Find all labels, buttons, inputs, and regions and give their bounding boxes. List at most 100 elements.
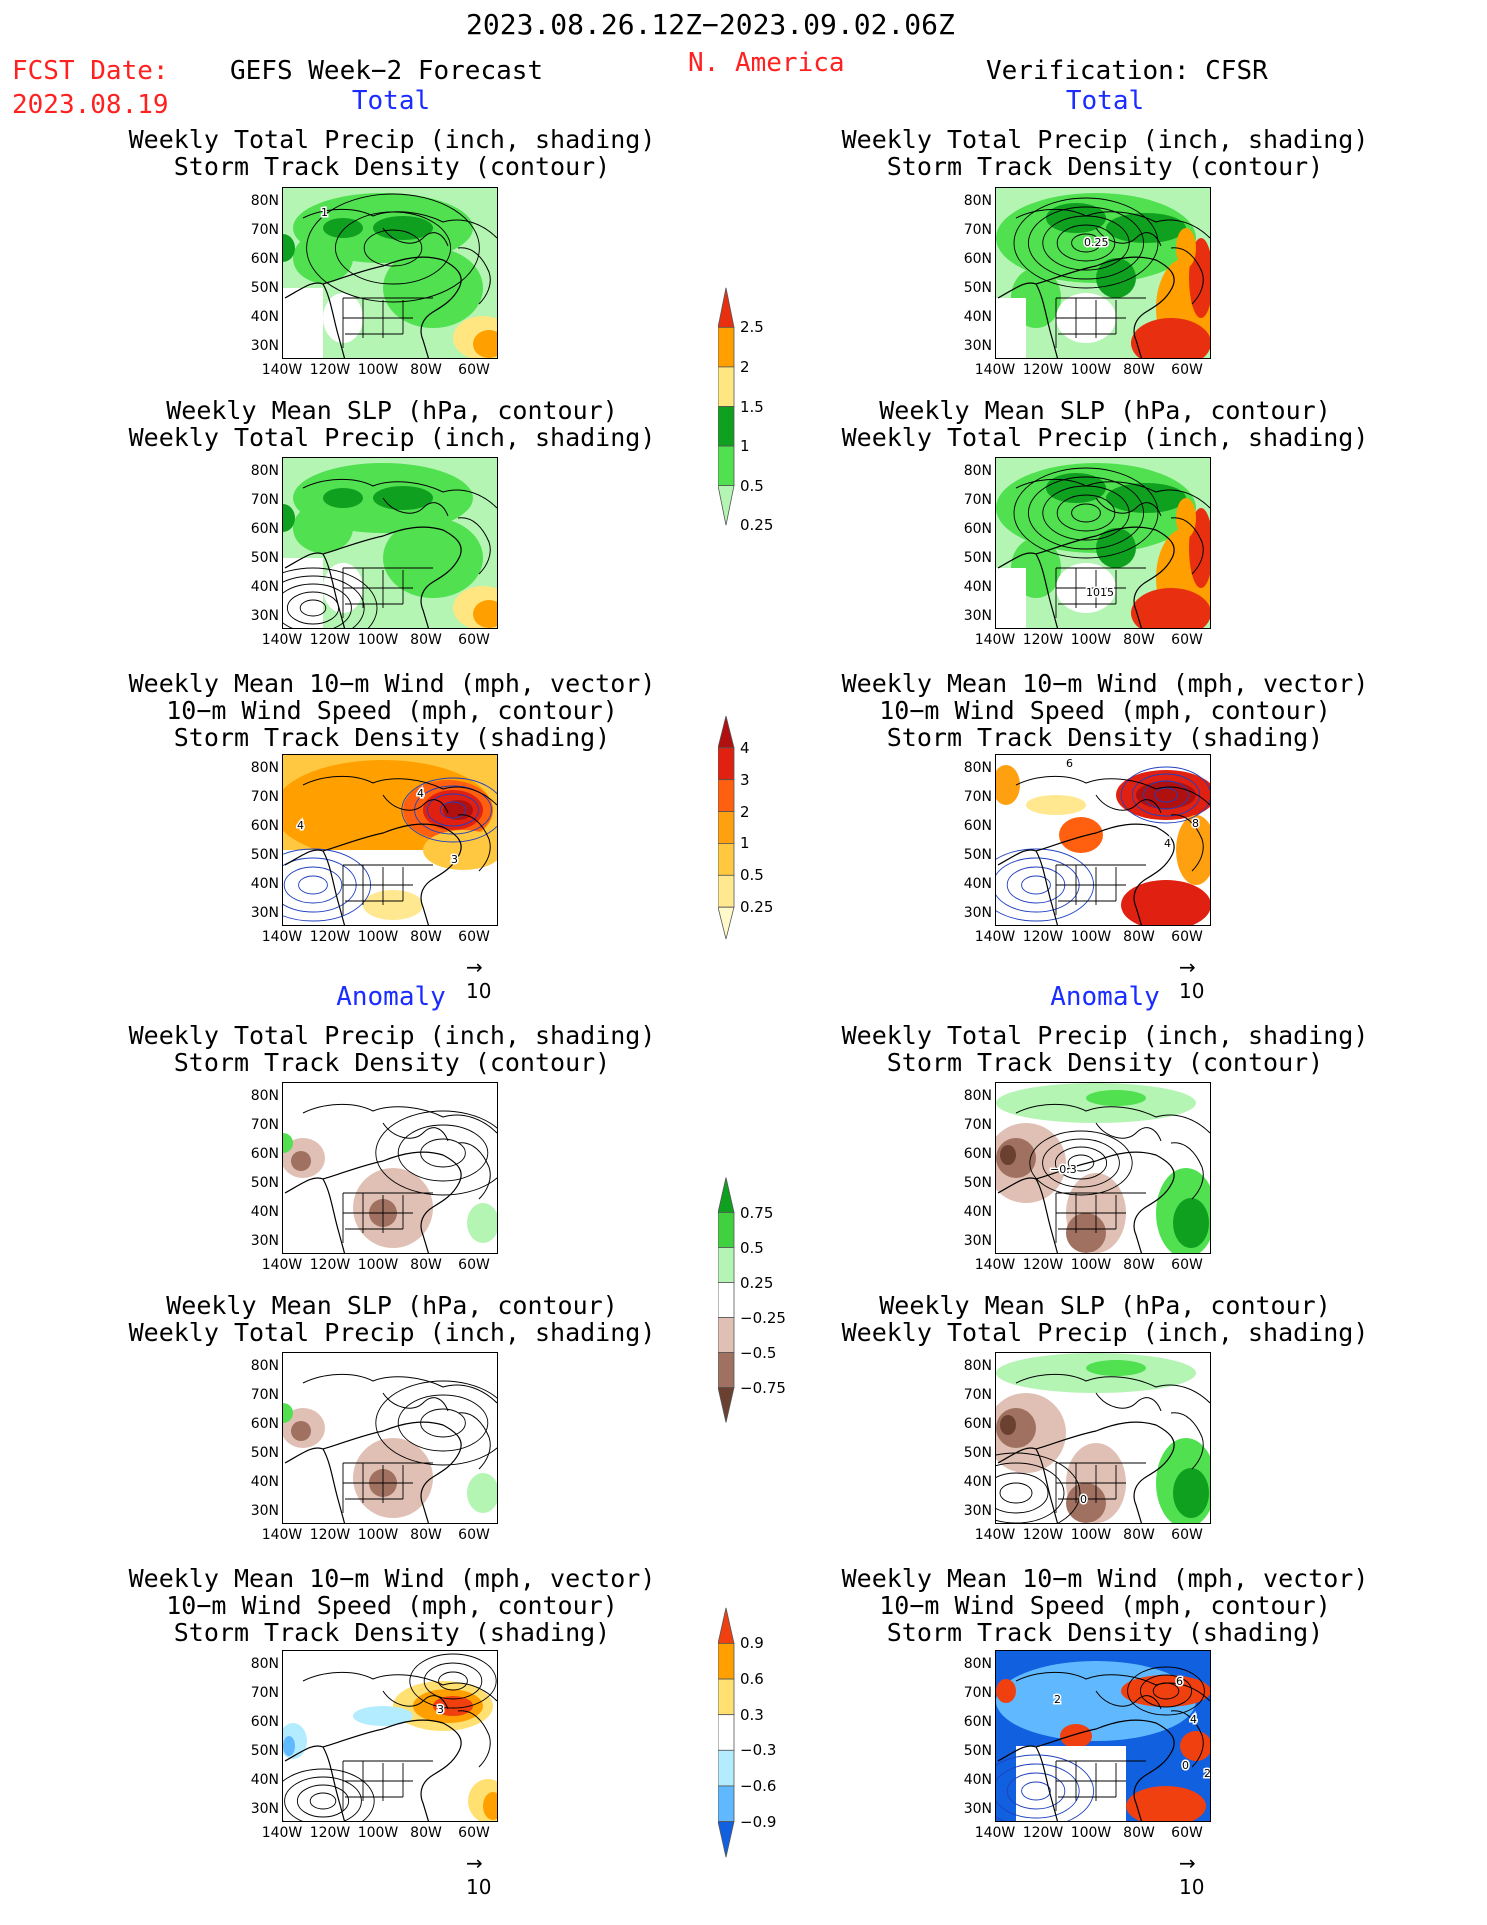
contour-label: 6 xyxy=(1066,757,1073,770)
lon-tick-label: 100W xyxy=(357,1257,399,1273)
lon-tick-label: 100W xyxy=(1070,632,1112,648)
lon-tick-label: 120W xyxy=(309,1825,351,1841)
lat-tick-label: 30N xyxy=(963,1503,992,1519)
contour-label: −0.3 xyxy=(1050,1163,1077,1176)
lat-tick-label: 80N xyxy=(963,760,992,776)
lat-tick-label: 40N xyxy=(963,1474,992,1490)
map-obs-total-storm: 0.25 xyxy=(995,187,1211,359)
colorbar-label: −0.25 xyxy=(740,1308,786,1327)
map-fc-anom-wind: 3 xyxy=(282,1650,498,1822)
lat-tick-label: 40N xyxy=(963,309,992,325)
lon-tick-label: 120W xyxy=(1022,632,1064,648)
lon-tick-label: 120W xyxy=(309,929,351,945)
forecast-title: GEFS Week−2 Forecast xyxy=(230,56,544,86)
lon-tick-label: 100W xyxy=(1070,1257,1112,1273)
lon-tick-label: 60W xyxy=(458,1527,490,1543)
colorbar-label: 2 xyxy=(740,357,750,376)
lon-tick-label: 140W xyxy=(974,1825,1016,1841)
lon-tick-label: 80W xyxy=(1123,1825,1155,1841)
lat-tick-label: 60N xyxy=(963,251,992,267)
lat-tick-label: 80N xyxy=(963,463,992,479)
lon-tick-label: 100W xyxy=(1070,929,1112,945)
panel-title: Weekly Mean SLP (hPa, contour) Weekly Tot… xyxy=(841,1291,1369,1347)
lon-tick-label: 80W xyxy=(1123,1257,1155,1273)
lat-tick-label: 30N xyxy=(963,1233,992,1249)
panel-title: Weekly Mean 10−m Wind (mph, vector) 10−m … xyxy=(128,1564,656,1647)
map-fc-anom-slp xyxy=(282,1352,498,1524)
panel-title: Weekly Total Precip (inch, shading) Storm… xyxy=(128,125,656,181)
fcst-date-value: 2023.08.19 xyxy=(12,90,169,120)
map-fc-total-storm: 1 xyxy=(282,187,498,359)
lat-tick-label: 70N xyxy=(963,222,992,238)
panel-title: Weekly Total Precip (inch, shading) Storm… xyxy=(841,125,1369,181)
colorbar-label: 1.5 xyxy=(740,397,764,416)
lon-tick-label: 80W xyxy=(410,362,442,378)
lat-tick-label: 80N xyxy=(250,1088,279,1104)
lon-tick-label: 60W xyxy=(1171,632,1203,648)
lat-tick-label: 80N xyxy=(963,1358,992,1374)
lon-tick-label: 120W xyxy=(1022,362,1064,378)
colorbar-label: 0.5 xyxy=(740,866,764,885)
lon-tick-label: 100W xyxy=(357,362,399,378)
contour-label: 0 xyxy=(1080,1493,1087,1506)
section-total-right: Total xyxy=(1065,86,1145,116)
lat-tick-label: 40N xyxy=(963,876,992,892)
lat-tick-label: 60N xyxy=(963,818,992,834)
section-anomaly-left: Anomaly xyxy=(336,982,446,1012)
contour-label: 0 xyxy=(1182,1759,1189,1772)
map-fc-anom-storm xyxy=(282,1082,498,1254)
map-obs-anom-storm: −0.3 xyxy=(995,1082,1211,1254)
colorbar-label: 2.5 xyxy=(740,318,764,337)
panel-title: Weekly Total Precip (inch, shading) Storm… xyxy=(128,1021,656,1077)
lon-tick-label: 80W xyxy=(1123,632,1155,648)
lon-tick-label: 60W xyxy=(458,1825,490,1841)
section-total-left: Total xyxy=(351,86,431,116)
lat-tick-label: 60N xyxy=(250,1416,279,1432)
lon-tick-label: 120W xyxy=(1022,1257,1064,1273)
lon-tick-label: 100W xyxy=(357,929,399,945)
lon-tick-label: 140W xyxy=(261,1825,303,1841)
lon-tick-label: 100W xyxy=(1070,1825,1112,1841)
lat-tick-label: 70N xyxy=(250,1685,279,1701)
lon-tick-label: 120W xyxy=(1022,1825,1064,1841)
lon-tick-label: 80W xyxy=(1123,362,1155,378)
colorbar-label: 2 xyxy=(740,802,750,821)
lon-tick-label: 60W xyxy=(458,362,490,378)
colorbar-label: 0.25 xyxy=(740,516,774,535)
lat-tick-label: 50N xyxy=(963,1445,992,1461)
lon-tick-label: 140W xyxy=(974,362,1016,378)
lat-tick-label: 30N xyxy=(250,905,279,921)
lon-tick-label: 100W xyxy=(1070,362,1112,378)
lat-tick-label: 80N xyxy=(250,193,279,209)
lat-tick-label: 50N xyxy=(250,847,279,863)
lon-tick-label: 80W xyxy=(1123,929,1155,945)
panel-title: Weekly Mean SLP (hPa, contour) Weekly Tot… xyxy=(841,396,1369,452)
colorbar-storm_total: 4 3 2 1 0.5 0.25 xyxy=(718,700,773,955)
lat-tick-label: 70N xyxy=(963,1117,992,1133)
lon-tick-label: 140W xyxy=(974,1257,1016,1273)
panel-title: Weekly Mean SLP (hPa, contour) Weekly Tot… xyxy=(128,1291,656,1347)
lat-tick-label: 40N xyxy=(250,1772,279,1788)
lat-tick-label: 60N xyxy=(963,1146,992,1162)
lat-tick-label: 30N xyxy=(250,1801,279,1817)
lat-tick-label: 60N xyxy=(250,1714,279,1730)
lon-tick-label: 120W xyxy=(1022,1527,1064,1543)
lat-tick-label: 50N xyxy=(250,1445,279,1461)
lon-tick-label: 80W xyxy=(410,1825,442,1841)
lat-tick-label: 80N xyxy=(963,1656,992,1672)
lat-tick-label: 70N xyxy=(963,789,992,805)
map-fc-total-slp xyxy=(282,457,498,629)
lat-tick-label: 40N xyxy=(250,876,279,892)
panel-title: Weekly Mean SLP (hPa, contour) Weekly Tot… xyxy=(128,396,656,452)
lat-tick-label: 60N xyxy=(963,1714,992,1730)
lat-tick-label: 40N xyxy=(250,309,279,325)
lat-tick-label: 80N xyxy=(963,1088,992,1104)
fcst-date-label: FCST Date: xyxy=(12,56,169,86)
colorbar-label: 1 xyxy=(740,437,750,456)
lon-tick-label: 120W xyxy=(309,632,351,648)
lat-tick-label: 60N xyxy=(250,521,279,537)
lon-tick-label: 120W xyxy=(309,1257,351,1273)
panel-title: Weekly Mean 10−m Wind (mph, vector) 10−m … xyxy=(841,1564,1369,1647)
lat-tick-label: 70N xyxy=(963,492,992,508)
lon-tick-label: 60W xyxy=(1171,1257,1203,1273)
